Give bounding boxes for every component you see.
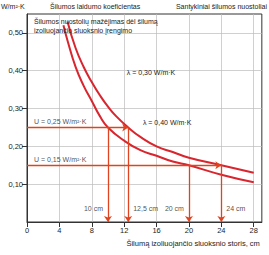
svg-text:12: 12 — [120, 226, 128, 235]
svg-text:U = 0,15 W/m²·K: U = 0,15 W/m²·K — [34, 156, 87, 163]
svg-text:0,40: 0,40 — [8, 66, 23, 75]
svg-text:4: 4 — [57, 226, 61, 235]
svg-text:Šilumą izoliuojančio sluoksnio: Šilumą izoliuojančio sluoksnio storis, c… — [126, 239, 259, 248]
svg-text:izoliuojančio sluoksnio įrengi: izoliuojančio sluoksnio įrengimo — [34, 27, 132, 35]
svg-text:0: 0 — [25, 226, 29, 235]
svg-text:20 cm: 20 cm — [165, 205, 184, 212]
svg-text:24: 24 — [217, 226, 225, 235]
svg-text:Santykiniai šilumos nuostoliai: Santykiniai šilumos nuostoliai — [176, 3, 267, 11]
svg-text:0,10: 0,10 — [8, 180, 23, 189]
svg-text:10 cm: 10 cm — [84, 205, 103, 212]
svg-text:0,20: 0,20 — [8, 142, 23, 151]
svg-text:0,30: 0,30 — [8, 104, 23, 113]
svg-text:28: 28 — [250, 226, 258, 235]
svg-text:24 cm: 24 cm — [226, 205, 245, 212]
svg-text:Šilumos nuostolių mažėjimas dė: Šilumos nuostolių mažėjimas dėl šilumą — [34, 17, 160, 26]
svg-text:U = 0,25 W/m²·K: U = 0,25 W/m²·K — [34, 118, 87, 125]
svg-text:Šilumos laidumo koeficientas: Šilumos laidumo koeficientas — [50, 2, 141, 10]
svg-text:12,5 cm: 12,5 cm — [133, 205, 158, 212]
svg-text:W/m²·K: W/m²·K — [1, 3, 25, 10]
svg-text:λ = 0,30 W/m·K: λ = 0,30 W/m·K — [127, 69, 176, 76]
svg-text:16: 16 — [152, 226, 160, 235]
svg-text:8: 8 — [90, 226, 94, 235]
svg-text:λ = 0,40 W/m·K: λ = 0,40 W/m·K — [143, 119, 192, 126]
svg-text:20: 20 — [185, 226, 193, 235]
svg-text:0,50: 0,50 — [8, 28, 23, 37]
